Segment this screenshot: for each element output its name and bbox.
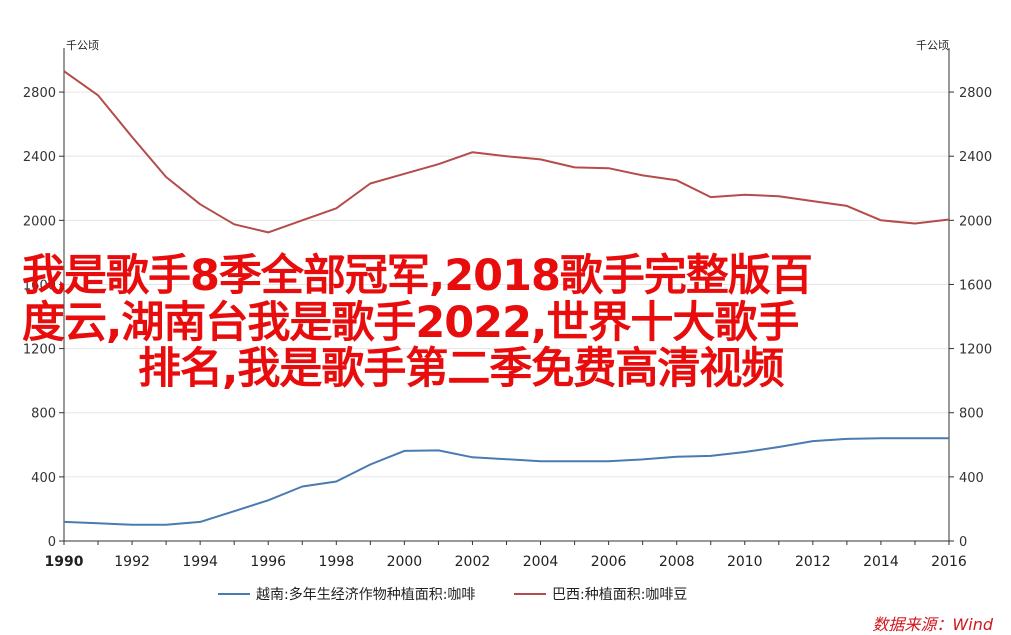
legend-label-1: 越南:多年生经济作物种植面积:咖啡 [256,586,475,603]
y-tick-label-left: 2800 [23,86,56,101]
y-tick-label-right: 1600 [959,278,992,293]
x-tick-label: 1998 [318,554,354,570]
legend-label-2: 巴西:种植面积:咖啡豆 [552,587,687,603]
y-tick-label-right: 800 [959,407,984,422]
y-tick-label-right: 2400 [959,150,992,165]
y-tick-label-left: 2400 [23,150,56,165]
y-tick-label-left: 2000 [23,214,56,229]
series-line-1 [64,438,949,525]
y-tick-label-right: 0 [959,535,967,550]
y-tick-label-left: 1600 [23,278,56,293]
y-tick-label-left: 400 [31,471,56,486]
y-tick-label-left: 800 [31,407,56,422]
series-line-2 [64,71,949,232]
y-unit-left: 千公顷 [66,39,99,52]
data-source-label: 数据来源：Wind [872,611,993,635]
x-tick-label: 2000 [387,554,423,570]
x-tick-label: 2014 [863,554,899,570]
x-tick-label: 2002 [455,554,491,570]
y-tick-label-right: 2000 [959,214,992,229]
tick-labels: 0 0 400 400 800 800 1200 1200 1600 1600 2000 2000 24… [23,39,992,570]
grid-lines [64,92,949,477]
x-tick-label: 1990 [45,554,84,570]
y-tick-label-right: 2800 [959,86,992,101]
y-unit-right: 千公顷 [916,39,949,52]
axes [59,48,954,545]
x-tick-label: 2010 [727,554,763,570]
x-tick-label: 2016 [931,554,967,570]
y-tick-label-left: 1200 [23,343,56,358]
x-tick-label: 1996 [250,554,286,570]
x-tick-label: 1994 [182,554,218,570]
x-tick-label: 2008 [659,554,695,570]
x-tick-label: 2006 [591,554,627,570]
y-tick-label-right: 1200 [959,343,992,358]
y-tick-label-right: 400 [959,471,984,486]
x-tick-label: 2004 [523,554,559,570]
y-tick-label-left: 0 [48,535,56,550]
legend: 越南:多年生经济作物种植面积:咖啡 巴西:种植面积:咖啡豆 [218,586,687,603]
x-tick-label: 2012 [795,554,831,570]
x-tick-label: 1992 [114,554,150,570]
series-lines [64,71,949,525]
